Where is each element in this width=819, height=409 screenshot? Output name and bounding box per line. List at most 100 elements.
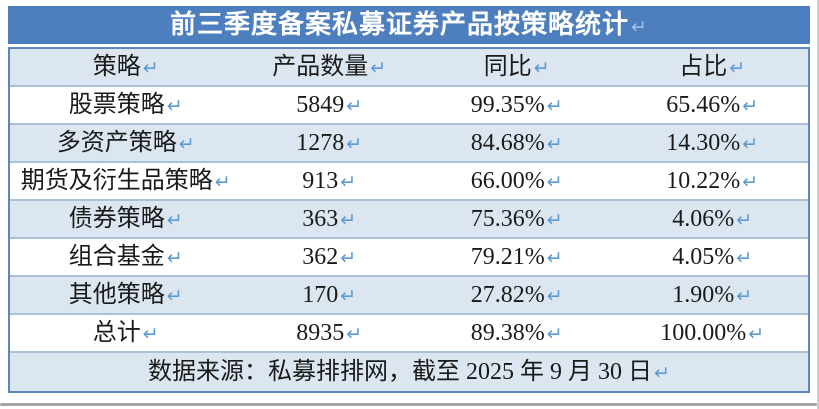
cell-value: 8935 bbox=[296, 320, 345, 346]
cell-value: 363 bbox=[302, 206, 339, 232]
cell-value: 10.22% bbox=[666, 168, 741, 194]
return-mark-icon: ↵ bbox=[742, 171, 759, 193]
cell-value: 14.30% bbox=[666, 130, 741, 156]
table-header-row: 策略 ↵ 产品数量 ↵ 同比 ↵ 占比 ↵ bbox=[10, 49, 808, 85]
return-mark-icon: ↵ bbox=[736, 285, 753, 307]
return-mark-icon: ↵ bbox=[533, 57, 550, 79]
cell-share: 65.46% ↵ bbox=[616, 87, 808, 123]
cell-share: 1.90% ↵ bbox=[616, 277, 808, 313]
return-mark-icon: ↵ bbox=[346, 323, 363, 345]
return-mark-icon: ↵ bbox=[340, 171, 357, 193]
return-mark-icon: ↵ bbox=[166, 285, 183, 307]
return-mark-icon: ↵ bbox=[736, 247, 753, 269]
cell-value: 期货及衍生品策略 bbox=[20, 168, 213, 194]
cell-value: 5849 bbox=[296, 92, 345, 118]
cell-value: 27.82% bbox=[470, 282, 545, 308]
table-title: 前三季度备案私募证券产品按策略统计 bbox=[170, 10, 630, 39]
cell-yoy: 27.82% ↵ bbox=[417, 277, 617, 313]
return-mark-icon: ↵ bbox=[370, 57, 387, 79]
cell-value: 其他策略 bbox=[68, 282, 165, 308]
cell-strategy: 其他策略 ↵ bbox=[10, 277, 241, 313]
return-mark-icon: ↵ bbox=[142, 57, 159, 79]
cell-share: 14.30% ↵ bbox=[616, 125, 808, 161]
return-mark-icon: ↵ bbox=[654, 362, 670, 384]
cell-yoy: 89.38% ↵ bbox=[417, 315, 617, 351]
table-row: 总计 ↵ 8935 ↵ 89.38% ↵ 100.00% ↵ bbox=[10, 313, 808, 351]
cell-strategy: 期货及衍生品策略 ↵ bbox=[10, 163, 241, 199]
data-table: 策略 ↵ 产品数量 ↵ 同比 ↵ 占比 ↵ 股票策略 ↵ 5849 ↵ 99.35% ↵ 65… bbox=[8, 47, 810, 393]
cell-yoy: 99.35% ↵ bbox=[417, 87, 617, 123]
return-mark-icon: ↵ bbox=[736, 209, 753, 231]
cell-value: 1.90% bbox=[672, 282, 735, 308]
cell-value: 100.00% bbox=[660, 320, 747, 346]
cell-value: 362 bbox=[302, 244, 339, 270]
cell-product-count: 913 ↵ bbox=[241, 163, 417, 199]
cell-share: 4.06% ↵ bbox=[616, 201, 808, 237]
return-mark-icon: ↵ bbox=[142, 323, 159, 345]
return-mark-icon: ↵ bbox=[166, 95, 183, 117]
table-row: 多资产策略 ↵ 1278 ↵ 84.68% ↵ 14.30% ↵ bbox=[10, 123, 808, 161]
header-label: 同比 bbox=[483, 54, 532, 80]
cell-value: 组合基金 bbox=[68, 244, 165, 270]
return-mark-icon: ↵ bbox=[346, 133, 363, 155]
cell-value: 99.35% bbox=[470, 92, 545, 118]
cell-product-count: 5849 ↵ bbox=[241, 87, 417, 123]
cell-yoy: 66.00% ↵ bbox=[417, 163, 617, 199]
header-cell-strategy: 策略 ↵ bbox=[10, 49, 241, 85]
cell-value: 总计 bbox=[92, 320, 141, 346]
table-body: 股票策略 ↵ 5849 ↵ 99.35% ↵ 65.46% ↵ 多资产策略 ↵ 1278 ↵… bbox=[10, 85, 808, 351]
cell-strategy: 组合基金 ↵ bbox=[10, 239, 241, 275]
return-mark-icon: ↵ bbox=[546, 133, 563, 155]
cell-value: 多资产策略 bbox=[56, 130, 177, 156]
header-cell-yoy: 同比 ↵ bbox=[417, 49, 617, 85]
cell-strategy: 多资产策略 ↵ bbox=[10, 125, 241, 161]
return-mark-icon: ↵ bbox=[742, 95, 759, 117]
header-label: 占比 bbox=[679, 54, 728, 80]
cell-value: 1278 bbox=[296, 130, 345, 156]
return-mark-icon: ↵ bbox=[346, 95, 363, 117]
return-mark-icon: ↵ bbox=[546, 95, 563, 117]
return-mark-icon: ↵ bbox=[546, 171, 563, 193]
title-header-gap bbox=[8, 44, 810, 47]
cell-value: 4.05% bbox=[672, 244, 735, 270]
return-mark-icon: ↵ bbox=[742, 133, 759, 155]
table-row: 组合基金 ↵ 362 ↵ 79.21% ↵ 4.05% ↵ bbox=[10, 237, 808, 275]
return-mark-icon: ↵ bbox=[340, 209, 357, 231]
cell-strategy: 股票策略 ↵ bbox=[10, 87, 241, 123]
return-mark-icon: ↵ bbox=[546, 285, 563, 307]
table-row: 期货及衍生品策略 ↵ 913 ↵ 66.00% ↵ 10.22% ↵ bbox=[10, 161, 808, 199]
cell-share: 10.22% ↵ bbox=[616, 163, 808, 199]
cell-product-count: 170 ↵ bbox=[241, 277, 417, 313]
cell-value: 913 bbox=[302, 168, 339, 194]
header-label: 策略 bbox=[92, 54, 141, 80]
return-mark-icon: ↵ bbox=[546, 247, 563, 269]
strategy-stats-table: 前三季度备案私募证券产品按策略统计 ↵ 策略 ↵ 产品数量 ↵ 同比 ↵ 占比 ↵ 股票策… bbox=[8, 6, 810, 393]
cell-value: 股票策略 bbox=[68, 92, 165, 118]
table-row: 股票策略 ↵ 5849 ↵ 99.35% ↵ 65.46% ↵ bbox=[10, 85, 808, 123]
cell-value: 170 bbox=[302, 282, 339, 308]
return-mark-icon: ↵ bbox=[748, 323, 765, 345]
cell-yoy: 84.68% ↵ bbox=[417, 125, 617, 161]
cell-value: 79.21% bbox=[470, 244, 545, 270]
header-cell-product-count: 产品数量 ↵ bbox=[241, 49, 417, 85]
cell-value: 4.06% bbox=[672, 206, 735, 232]
cell-share: 100.00% ↵ bbox=[616, 315, 808, 351]
return-mark-icon: ↵ bbox=[166, 247, 183, 269]
window-bottom-edge bbox=[0, 403, 817, 406]
return-mark-icon: ↵ bbox=[166, 209, 183, 231]
header-cell-share: 占比 ↵ bbox=[616, 49, 808, 85]
cell-value: 66.00% bbox=[470, 168, 545, 194]
return-mark-icon: ↵ bbox=[178, 133, 195, 155]
return-mark-icon: ↵ bbox=[214, 171, 231, 193]
cell-yoy: 75.36% ↵ bbox=[417, 201, 617, 237]
cell-product-count: 362 ↵ bbox=[241, 239, 417, 275]
cell-value: 65.46% bbox=[666, 92, 741, 118]
cell-value: 债券策略 bbox=[68, 206, 165, 232]
return-mark-icon: ↵ bbox=[546, 323, 563, 345]
table-row: 其他策略 ↵ 170 ↵ 27.82% ↵ 1.90% ↵ bbox=[10, 275, 808, 313]
return-mark-icon: ↵ bbox=[546, 209, 563, 231]
return-mark-icon: ↵ bbox=[631, 16, 648, 38]
cell-value: 75.36% bbox=[470, 206, 545, 232]
cell-yoy: 79.21% ↵ bbox=[417, 239, 617, 275]
